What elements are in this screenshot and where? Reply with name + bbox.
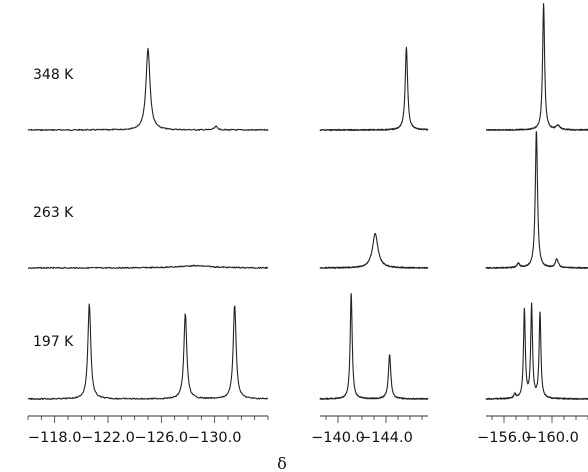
spectra-traces (27, 3, 588, 401)
x-tick-label: −144.0 (359, 430, 413, 446)
x-tick-label: −126.0 (134, 430, 188, 446)
x-tick-label: −156.0 (477, 430, 531, 446)
spectrum-trace (319, 232, 429, 269)
spectrum-trace (485, 302, 588, 400)
temperature-label: 263 K (33, 205, 74, 221)
temperature-label: 348 K (33, 67, 74, 83)
temperature-labels: 348 K 263 K 197 K (33, 67, 74, 350)
x-tick-label: −130.0 (188, 430, 242, 446)
spectrum-trace (485, 131, 588, 269)
x-tick-label: −118.0 (28, 430, 82, 446)
x-axes: −118.0 −122.0 −126.0 −130.0 −140.0−144.0 −156… (27, 415, 588, 446)
spectrum-trace (319, 46, 429, 132)
spectrum-trace (485, 3, 588, 132)
spectrum-trace (27, 47, 269, 132)
spectrum-trace (27, 303, 269, 401)
spectrum-trace (319, 292, 429, 401)
x-tick-label: −140.0 (311, 430, 365, 446)
x-axis-label: δ (277, 454, 287, 472)
x-tick-label: −122.0 (81, 430, 135, 446)
x-tick-label: −160.0 (525, 430, 579, 446)
temperature-label: 197 K (33, 334, 74, 350)
spectrum-trace (27, 264, 269, 270)
